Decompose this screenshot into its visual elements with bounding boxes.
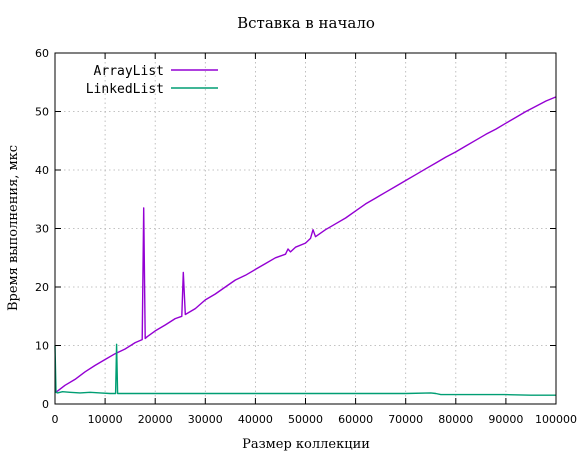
y-tick-label: 0 <box>42 398 49 411</box>
y-tick-label: 20 <box>35 281 49 294</box>
series-line-arraylist <box>54 96 557 393</box>
x-tick-label: 90000 <box>488 413 523 426</box>
y-axis-label: Время выполнения, мкс <box>6 145 21 311</box>
x-tick-label: 20000 <box>138 413 173 426</box>
series-group <box>54 96 557 396</box>
y-tick-label: 50 <box>35 106 49 119</box>
x-tick-label: 0 <box>52 413 59 426</box>
y-tick-label: 40 <box>35 164 49 177</box>
x-tick-label: 100000 <box>535 413 577 426</box>
x-tick-label: 30000 <box>188 413 223 426</box>
x-tick-label: 40000 <box>238 413 273 426</box>
x-tick-label: 10000 <box>88 413 123 426</box>
series-line-linkedlist <box>54 343 556 396</box>
ticks: 0 10000 20000 30000 40000 50000 60000 70000 8000… <box>35 47 577 426</box>
legend: ArrayList LinkedList <box>86 64 218 97</box>
legend-label-linkedlist: LinkedList <box>86 82 164 97</box>
x-tick-label: 70000 <box>388 413 423 426</box>
x-tick-label: 60000 <box>338 413 373 426</box>
grid <box>55 53 556 404</box>
legend-label-arraylist: ArrayList <box>94 64 164 79</box>
y-tick-label: 10 <box>35 340 49 353</box>
x-tick-label: 80000 <box>438 413 473 426</box>
x-tick-label: 50000 <box>288 413 323 426</box>
chart-title: Вставка в начало <box>237 14 375 32</box>
y-tick-label: 60 <box>35 47 49 60</box>
x-axis-label: Размер коллекции <box>242 437 370 452</box>
y-tick-label: 30 <box>35 223 49 236</box>
